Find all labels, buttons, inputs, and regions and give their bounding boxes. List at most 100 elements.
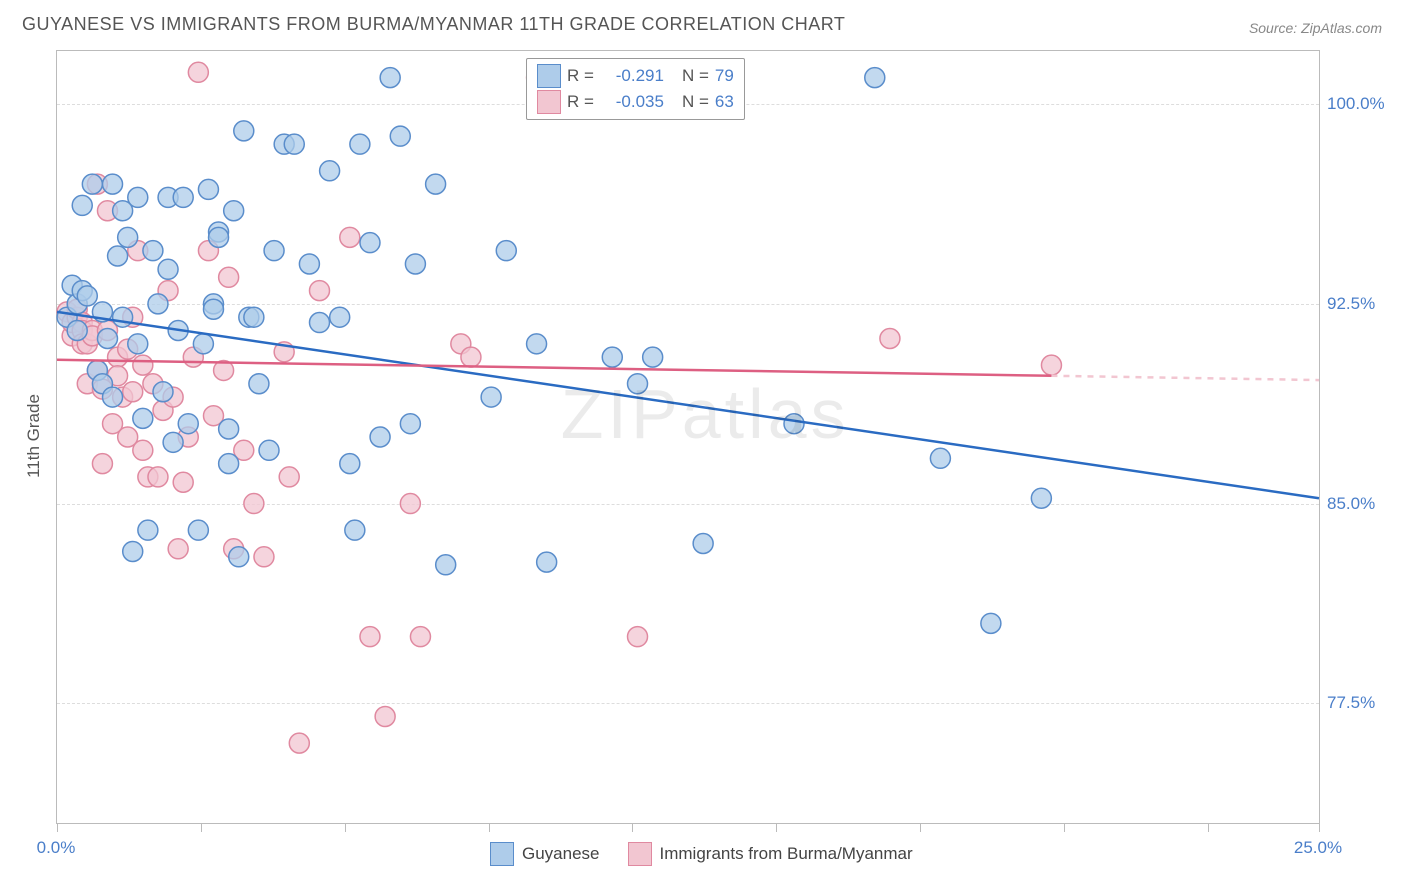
regression-line-blue <box>57 312 1319 498</box>
scatter-point-blue <box>72 195 92 215</box>
legend-swatch-pink <box>628 842 652 866</box>
scatter-point-pink <box>173 472 193 492</box>
scatter-point-blue <box>209 227 229 247</box>
scatter-point-blue <box>203 299 223 319</box>
correlation-row: R = -0.291 N = 79 <box>537 63 734 89</box>
y-tick-label: 100.0% <box>1327 94 1397 114</box>
x-tick <box>1208 824 1209 832</box>
y-axis-label: 11th Grade <box>24 394 44 478</box>
scatter-point-blue <box>693 533 713 553</box>
series-legend: Guyanese Immigrants from Burma/Myanmar <box>490 842 913 866</box>
scatter-point-blue <box>784 414 804 434</box>
scatter-point-blue <box>426 174 446 194</box>
scatter-point-blue <box>400 414 420 434</box>
scatter-point-blue <box>309 313 329 333</box>
scatter-point-blue <box>390 126 410 146</box>
scatter-point-pink <box>289 733 309 753</box>
scatter-point-blue <box>330 307 350 327</box>
scatter-point-pink <box>340 227 360 247</box>
scatter-point-blue <box>865 68 885 88</box>
correlation-row: R = -0.035 N = 63 <box>537 89 734 115</box>
scatter-point-blue <box>77 286 97 306</box>
r-value: -0.291 <box>600 66 664 86</box>
plot-area: 77.5%85.0%92.5%100.0% <box>56 50 1320 824</box>
scatter-point-blue <box>133 408 153 428</box>
scatter-point-blue <box>123 541 143 561</box>
scatter-point-pink <box>133 440 153 460</box>
r-label: R = <box>567 66 594 86</box>
scatter-point-blue <box>229 547 249 567</box>
scatter-point-blue <box>340 454 360 474</box>
regression-line-pink <box>57 360 1051 376</box>
n-value: 63 <box>715 92 734 112</box>
x-tick <box>920 824 921 832</box>
scatter-point-blue <box>299 254 319 274</box>
scatter-point-pink <box>375 707 395 727</box>
scatter-point-blue <box>128 334 148 354</box>
scatter-point-blue <box>436 555 456 575</box>
scatter-point-blue <box>244 307 264 327</box>
r-label: R = <box>567 92 594 112</box>
scatter-point-blue <box>234 121 254 141</box>
scatter-point-blue <box>264 241 284 261</box>
scatter-point-blue <box>249 374 269 394</box>
scatter-point-blue <box>143 241 163 261</box>
scatter-point-blue <box>173 187 193 207</box>
scatter-point-blue <box>259 440 279 460</box>
x-tick-label-right: 25.0% <box>1294 838 1342 858</box>
scatter-point-pink <box>133 355 153 375</box>
scatter-point-blue <box>138 520 158 540</box>
x-tick <box>345 824 346 832</box>
n-label: N = <box>682 66 709 86</box>
scatter-point-pink <box>461 347 481 367</box>
scatter-point-blue <box>360 233 380 253</box>
scatter-point-blue <box>193 334 213 354</box>
x-tick-label-left: 0.0% <box>37 838 76 858</box>
scatter-point-pink <box>244 494 264 514</box>
scatter-point-blue <box>602 347 622 367</box>
n-value: 79 <box>715 66 734 86</box>
legend-swatch <box>537 90 561 114</box>
scatter-point-blue <box>188 520 208 540</box>
x-tick <box>776 824 777 832</box>
scatter-point-blue <box>981 613 1001 633</box>
scatter-point-blue <box>527 334 547 354</box>
scatter-point-pink <box>168 539 188 559</box>
scatter-point-pink <box>400 494 420 514</box>
legend-item-pink: Immigrants from Burma/Myanmar <box>628 842 913 866</box>
r-value: -0.035 <box>600 92 664 112</box>
scatter-point-pink <box>254 547 274 567</box>
y-tick-label: 85.0% <box>1327 494 1397 514</box>
scatter-point-blue <box>345 520 365 540</box>
scatter-point-blue <box>219 454 239 474</box>
scatter-point-pink <box>219 267 239 287</box>
scatter-point-blue <box>148 294 168 314</box>
scatter-point-pink <box>628 627 648 647</box>
legend-item-blue: Guyanese <box>490 842 600 866</box>
scatter-point-blue <box>1031 488 1051 508</box>
scatter-point-blue <box>118 227 138 247</box>
scatter-point-blue <box>128 187 148 207</box>
scatter-point-blue <box>380 68 400 88</box>
scatter-point-blue <box>537 552 557 572</box>
scatter-point-blue <box>350 134 370 154</box>
scatter-point-blue <box>643 347 663 367</box>
scatter-point-blue <box>108 246 128 266</box>
scatter-point-blue <box>481 387 501 407</box>
scatter-point-pink <box>309 281 329 301</box>
scatter-point-blue <box>82 174 102 194</box>
legend-swatch <box>537 64 561 88</box>
scatter-point-blue <box>103 387 123 407</box>
scatter-point-blue <box>103 174 123 194</box>
chart-title: GUYANESE VS IMMIGRANTS FROM BURMA/MYANMA… <box>22 14 845 35</box>
x-tick <box>1319 824 1320 832</box>
scatter-point-blue <box>178 414 198 434</box>
scatter-point-blue <box>163 432 183 452</box>
x-tick <box>57 824 58 832</box>
scatter-point-blue <box>320 161 340 181</box>
scatter-point-pink <box>123 382 143 402</box>
scatter-point-pink <box>279 467 299 487</box>
scatter-point-blue <box>158 259 178 279</box>
n-label: N = <box>682 92 709 112</box>
scatter-point-pink <box>1041 355 1061 375</box>
